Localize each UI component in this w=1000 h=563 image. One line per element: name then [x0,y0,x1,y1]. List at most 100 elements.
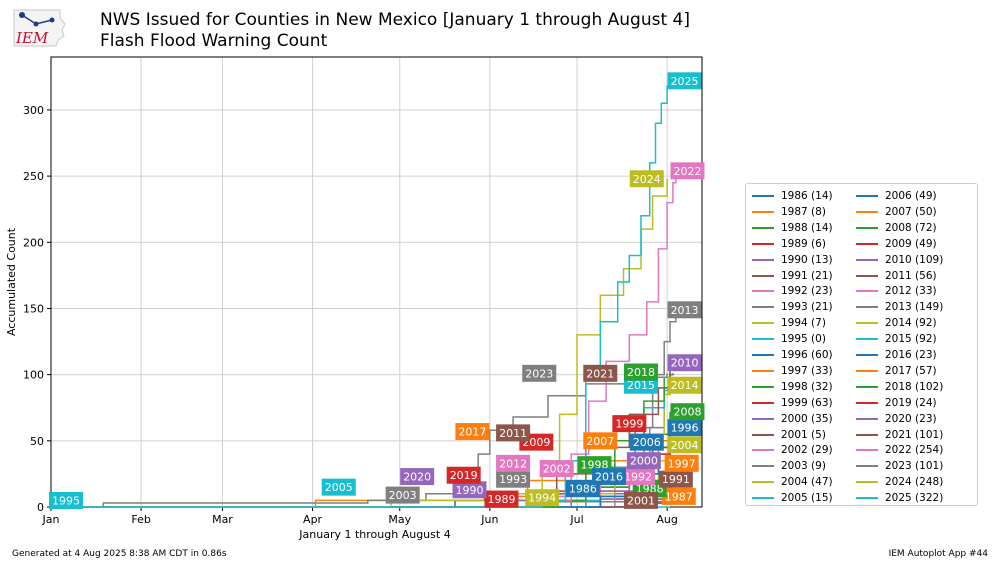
series-label-box-1989 [484,490,519,508]
legend-item-1990: 1990 (13) [752,253,833,267]
legend-item-2010: 2010 (109) [856,253,943,267]
legend-label: 2011 (56) [885,269,937,282]
series-label-box-2001 [623,491,658,509]
legend-item-1988: 1988 (14) [752,221,833,235]
series-label-2015: 2015 [627,379,655,392]
legend-label: 2008 (72) [885,221,937,234]
legend-label: 2016 (23) [885,349,937,361]
series-label-1987: 1987 [665,490,693,503]
legend-swatch [752,417,774,420]
series-label-box-2023 [522,364,557,382]
legend-label: 1992 (23) [781,285,833,298]
legend-label: 2021 (101) [885,428,944,441]
series-label-box-1992 [621,468,656,486]
legend-label: 1996 (60) [781,349,833,361]
legend-label: 2010 (109) [885,253,944,266]
y-tick-label: 50 [30,435,44,448]
legend-label: 2005 (15) [781,492,833,505]
legend-item-2022: 2022 (254) [856,443,943,457]
legend-item-2025: 2025 (322) [856,491,943,505]
legend-item-2000: 2000 (35) [752,412,833,426]
legend-label: 2009 (49) [885,237,937,250]
legend-swatch [752,481,774,484]
x-tick-label: Feb [131,513,150,526]
legend-label: 1988 (14) [781,221,833,234]
series-label-box-1993 [496,470,531,488]
legend-item-1991: 1991 (21) [752,269,833,283]
series-label-box-1999 [612,415,647,433]
app-credit: IEM Autoplot App #44 [888,549,988,559]
legend-label: 1989 (6) [781,237,826,250]
y-tick-label: 250 [23,170,44,183]
series-label-2002: 2002 [543,463,571,476]
legend-item-1997: 1997 (33) [752,364,833,378]
series-label-box-2011 [496,424,531,442]
x-tick-label: Jan [42,513,60,526]
legend-swatch [752,274,774,277]
chart-area: Jan Feb Mar Apr May Jun Jul Aug 0 50 100 150 200 250 3… [5,56,705,541]
series-label-1996: 1996 [671,422,699,435]
legend-swatch [752,338,774,341]
legend-swatch [856,338,878,341]
legend-item-2009: 2009 (49) [856,237,937,251]
legend-label: 2018 (102) [885,380,944,393]
series-label-box-1986 [565,479,600,497]
series-label-box-2021 [583,364,618,382]
legend-swatch [752,497,774,500]
y-tick-label: 300 [23,104,44,117]
series-label-1993: 1993 [499,473,527,486]
series-label-2001: 2001 [627,494,655,507]
x-tick-label: Mar [212,513,233,526]
series-label-2000: 2000 [630,455,658,468]
legend-label: 1999 (63) [781,396,833,409]
series-label-2018: 2018 [627,366,655,379]
legend-label: 2022 (254) [885,444,944,457]
legend-label: 2012 (33) [885,285,937,298]
series-label-box-1997 [664,454,699,472]
legend-item-1987: 1987 (8) [752,205,826,219]
series-label-box-2019 [446,466,481,484]
series-label-box-2002 [539,460,574,478]
y-axis-label: Accumulated Count [5,227,18,336]
legend-item-2003: 2003 (9) [752,459,826,473]
legend-item-2005: 2005 (15) [752,491,833,505]
series-label-2023: 2023 [525,367,553,380]
series-label-box-2025 [667,72,702,90]
legend-swatch [752,322,774,325]
x-tick-label: Jun [480,513,498,526]
legend-item-2007: 2007 (50) [856,205,937,219]
series-label-1994: 1994 [528,492,556,505]
series-label-box-1987 [661,487,696,505]
legend-swatch [752,290,774,293]
series-label-1997: 1997 [668,457,696,470]
legend-swatch [856,369,878,372]
chart-title: NWS Issued for Counties in New Mexico [J… [100,10,690,30]
series-line-2013 [51,309,677,508]
x-axis-label: January 1 through August 4 [298,528,450,541]
legend-item-2001: 2001 (5) [752,428,826,442]
series-label-2005: 2005 [325,481,353,494]
legend-label: 2017 (57) [885,364,937,377]
legend-label: 2004 (47) [781,476,833,489]
series-label-2019: 2019 [450,469,478,482]
series-label-2007: 2007 [586,435,614,448]
series-label-2012: 2012 [499,457,527,470]
series-label-box-2020 [400,468,435,486]
series-label-box-1990 [452,481,487,499]
legend-item-2018: 2018 (102) [856,380,943,394]
legend-label: 1987 (8) [781,205,826,218]
legend-item-2012: 2012 (33) [856,284,937,298]
x-tick-label: Jul [569,513,583,526]
series-label-2016: 2016 [595,471,623,484]
series-lines [51,80,677,508]
legend-item-2014: 2014 (92) [856,316,937,330]
legend-swatch [752,449,774,452]
y-tick-label: 150 [23,302,44,315]
legend-label: 1998 (32) [781,380,833,393]
series-label-1995: 1995 [52,495,80,508]
legend-item-2004: 2004 (47) [752,475,833,489]
legend-swatch [856,354,878,356]
legend-swatch [752,369,774,372]
series-label-2025: 2025 [671,75,699,88]
series-line-2023 [51,373,668,508]
